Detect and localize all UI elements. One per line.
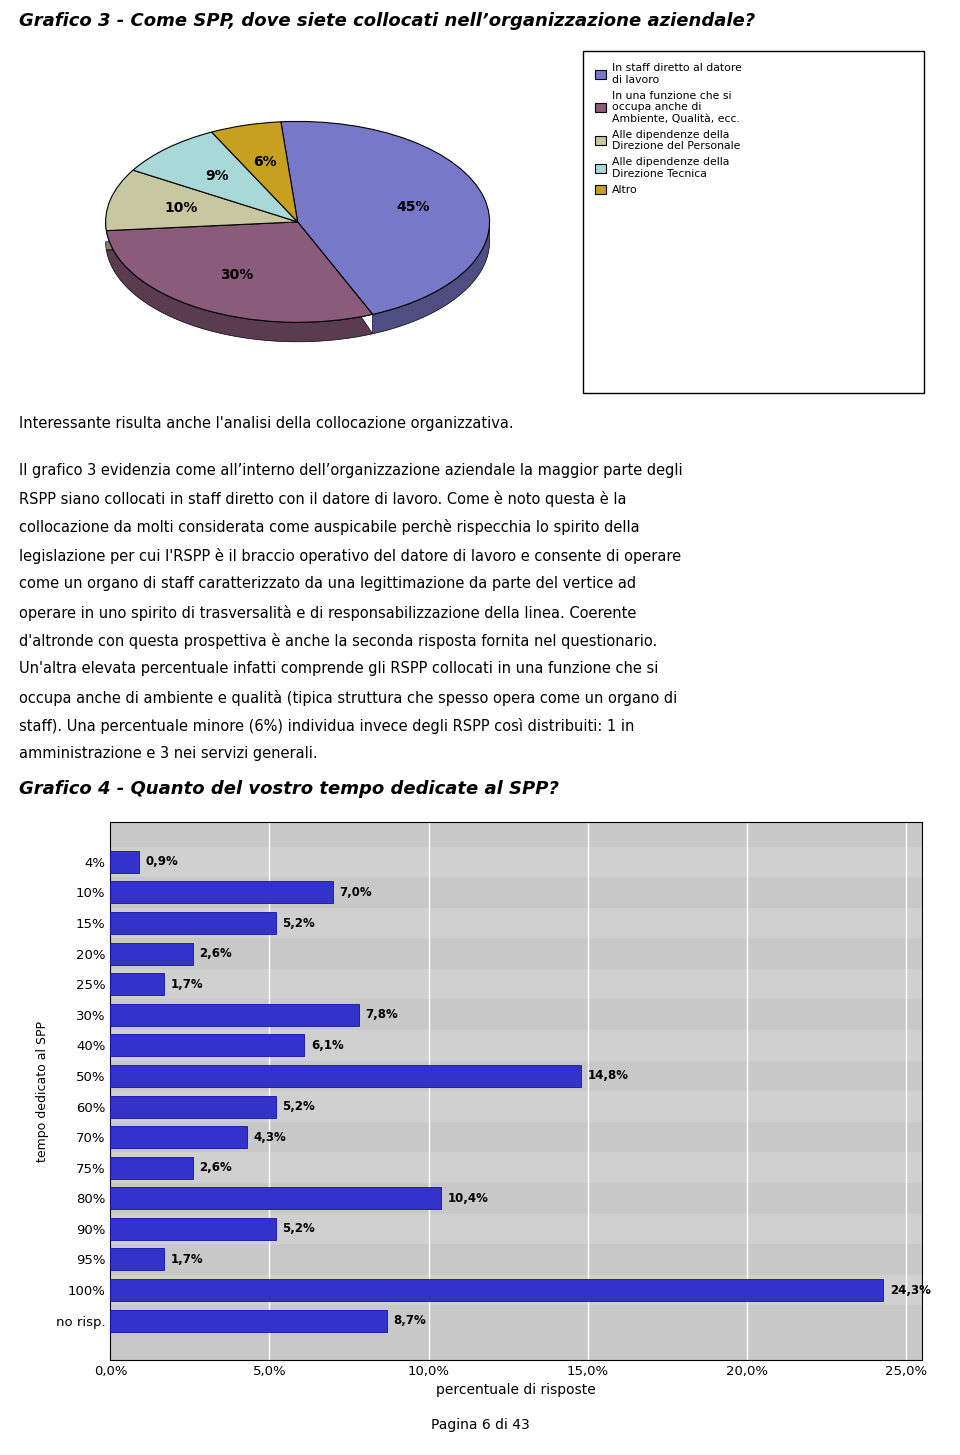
Bar [110,1065,581,1087]
Text: come un organo di staff caratterizzato da una legittimazione da parte del vertic: come un organo di staff caratterizzato d… [19,576,636,591]
Wedge shape [211,122,298,221]
Bar [110,1004,358,1026]
Text: Un'altra elevata percentuale infatti comprende gli RSPP collocati in una funzion: Un'altra elevata percentuale infatti com… [19,661,659,677]
Bar [110,1035,304,1056]
FancyBboxPatch shape [583,51,924,393]
Bar [110,1096,276,1117]
Text: amministrazione e 3 nei servizi generali.: amministrazione e 3 nei servizi generali… [19,746,318,761]
Text: Grafico 3 - Come SPP, dove siete collocati nell’organizzazione aziendale?: Grafico 3 - Come SPP, dove siete colloca… [19,12,756,29]
Text: legislazione per cui l'RSPP è il braccio operativo del datore di lavoro e consen: legislazione per cui l'RSPP è il braccio… [19,547,682,563]
Bar [110,1213,922,1244]
Text: 1,7%: 1,7% [171,978,204,991]
Text: 10,4%: 10,4% [447,1192,489,1205]
Bar [110,1248,164,1270]
Text: 7,0%: 7,0% [340,886,372,899]
Bar [110,1305,922,1336]
Bar [110,1091,922,1122]
Bar [110,1030,922,1061]
Text: d'altronde con questa prospettiva è anche la seconda risposta fornita nel questi: d'altronde con questa prospettiva è anch… [19,633,658,649]
Polygon shape [107,221,372,342]
Text: 2,6%: 2,6% [200,1161,232,1174]
Bar [110,1152,922,1183]
Text: collocazione da molti considerata come auspicabile perchè rispecchia lo spirito : collocazione da molti considerata come a… [19,519,639,535]
Text: Il grafico 3 evidenzia come all’interno dell’organizzazione aziendale la maggior: Il grafico 3 evidenzia come all’interno … [19,463,683,477]
Bar [110,1279,883,1301]
Text: occupa anche di ambiente e qualità (tipica struttura che spesso opera come un or: occupa anche di ambiente e qualità (tipi… [19,690,678,706]
Text: 14,8%: 14,8% [588,1069,629,1083]
Bar [110,851,139,873]
Text: 30%: 30% [220,268,252,282]
Bar [110,1310,387,1331]
Text: 2,6%: 2,6% [200,947,232,960]
Bar [110,1000,922,1030]
Bar [110,1122,922,1152]
Text: 10%: 10% [165,201,199,215]
Text: 5,2%: 5,2% [282,1100,315,1113]
Bar [110,1275,922,1305]
Text: 45%: 45% [396,199,430,214]
Bar [110,969,922,1000]
Text: 5,2%: 5,2% [282,1222,315,1235]
Text: 0,9%: 0,9% [145,856,179,869]
Bar [110,847,922,877]
Bar [110,877,922,908]
Text: 9%: 9% [204,169,228,183]
Bar [110,1244,922,1275]
Wedge shape [106,170,298,231]
Wedge shape [107,221,372,323]
Bar [110,1061,922,1091]
Bar [110,1157,193,1179]
Text: Interessante risulta anche l'analisi della collocazione organizzativa.: Interessante risulta anche l'analisi del… [19,416,514,431]
Text: Grafico 4 - Quanto del vostro tempo dedicate al SPP?: Grafico 4 - Quanto del vostro tempo dedi… [19,780,559,797]
Text: RSPP siano collocati in staff diretto con il datore di lavoro. Come è noto quest: RSPP siano collocati in staff diretto co… [19,490,627,506]
Wedge shape [133,132,298,221]
Text: 5,2%: 5,2% [282,917,315,930]
Bar [110,908,922,938]
Y-axis label: tempo dedicato al SPP: tempo dedicato al SPP [36,1021,49,1161]
Legend: In staff diretto al datore
di lavoro, In una funzione che si
occupa anche di
Amb: In staff diretto al datore di lavoro, In… [592,60,745,198]
Text: Pagina 6 di 43: Pagina 6 di 43 [431,1417,529,1432]
Bar [110,912,276,934]
Text: 1,7%: 1,7% [171,1253,204,1266]
Text: staff). Una percentuale minore (6%) individua invece degli RSPP così distribuiti: staff). Una percentuale minore (6%) indi… [19,717,635,733]
Polygon shape [106,221,298,250]
Text: operare in uno spirito di trasversalità e di responsabilizzazione della linea. C: operare in uno spirito di trasversalità … [19,605,636,620]
Wedge shape [281,121,490,314]
Bar [110,1218,276,1240]
Bar [110,1126,247,1148]
Text: 6%: 6% [253,154,277,169]
X-axis label: percentuale di risposte: percentuale di risposte [436,1384,596,1397]
Polygon shape [372,224,490,333]
Bar [110,1187,442,1209]
Bar [110,1183,922,1213]
Bar [110,943,193,965]
Text: 4,3%: 4,3% [253,1131,286,1144]
Text: 7,8%: 7,8% [365,1008,397,1021]
Bar [110,938,922,969]
Text: 8,7%: 8,7% [394,1314,426,1327]
Text: 24,3%: 24,3% [890,1283,930,1296]
Text: 6,1%: 6,1% [311,1039,344,1052]
Bar [110,973,164,995]
Bar [110,882,333,904]
